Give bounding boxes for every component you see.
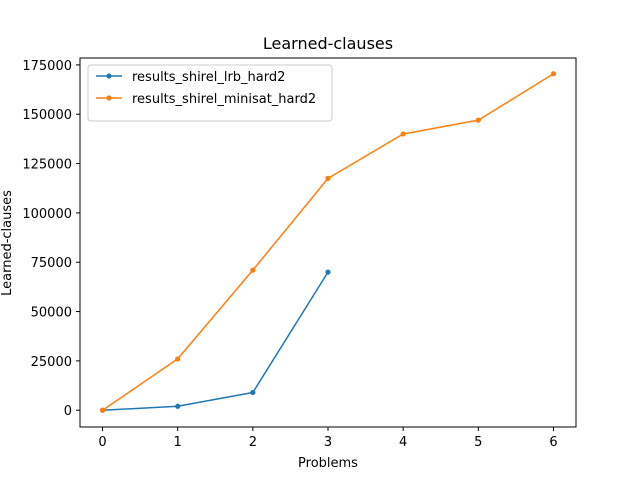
legend-label: results_shirel_lrb_hard2	[132, 70, 285, 85]
y-tick-label: 0	[64, 404, 72, 419]
data-point	[175, 356, 181, 362]
x-tick-label: 3	[324, 435, 332, 450]
chart-title: Learned-clauses	[263, 34, 393, 53]
y-tick-label: 25000	[31, 355, 72, 370]
data-point	[400, 131, 406, 137]
data-point	[250, 389, 256, 396]
x-tick-label: 6	[549, 435, 557, 450]
data-point	[250, 267, 256, 273]
legend-item: results_shirel_lrb_hard2	[96, 70, 285, 85]
data-point	[550, 71, 557, 77]
y-tick-label: 100000	[22, 207, 72, 222]
x-tick-label: 1	[174, 435, 182, 450]
y-tick-label: 50000	[31, 306, 72, 321]
y-axis-label: Learned-clauses	[0, 190, 15, 296]
y-tick-label: 175000	[22, 59, 72, 74]
legend-label: results_shirel_minisat_hard2	[132, 92, 316, 107]
data-point	[175, 403, 181, 409]
legend-marker	[106, 95, 112, 101]
y-tick-label: 125000	[22, 158, 72, 173]
series-line	[102, 271, 329, 411]
y-tick-label: 75000	[31, 256, 72, 271]
legend: results_shirel_lrb_hard2 results_shirel_m…	[87, 64, 333, 122]
data-point	[325, 175, 331, 181]
x-tick-label: 2	[249, 435, 257, 450]
plot-layer	[99, 71, 557, 413]
data-point	[325, 269, 331, 275]
data-point	[475, 117, 481, 123]
legend-marker	[106, 73, 112, 79]
x-tick-label: 0	[98, 435, 106, 450]
legend-box	[87, 64, 333, 122]
y-tick-label: 150000	[22, 108, 72, 123]
x-tick-label: 5	[474, 435, 482, 450]
series-results_shirel_minisat_hard2	[99, 71, 557, 413]
data-point	[99, 407, 106, 413]
x-axis: 0 1 2 3 4 5 6	[98, 427, 558, 450]
legend-item: results_shirel_minisat_hard2	[96, 92, 316, 107]
x-tick-label: 4	[399, 435, 407, 450]
y-axis: 0 25000 50000 75000 100000 125000 150000 175000	[22, 59, 80, 419]
x-axis-label: Problems	[298, 456, 358, 471]
